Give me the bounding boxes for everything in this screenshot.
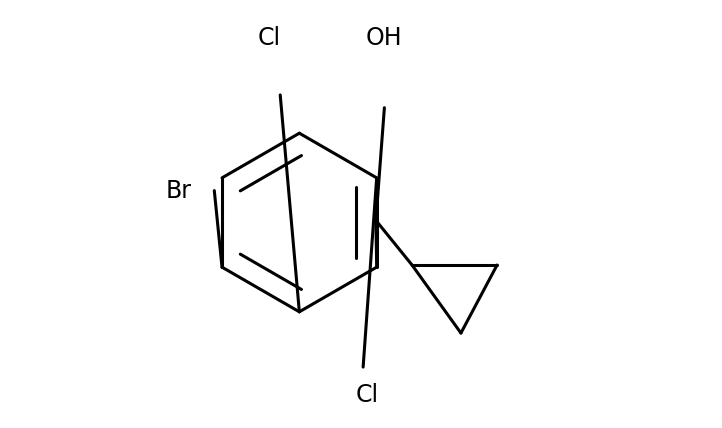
Text: OH: OH: [366, 26, 403, 50]
Text: Br: Br: [166, 178, 192, 202]
Text: Cl: Cl: [258, 26, 281, 50]
Text: Cl: Cl: [356, 383, 379, 407]
